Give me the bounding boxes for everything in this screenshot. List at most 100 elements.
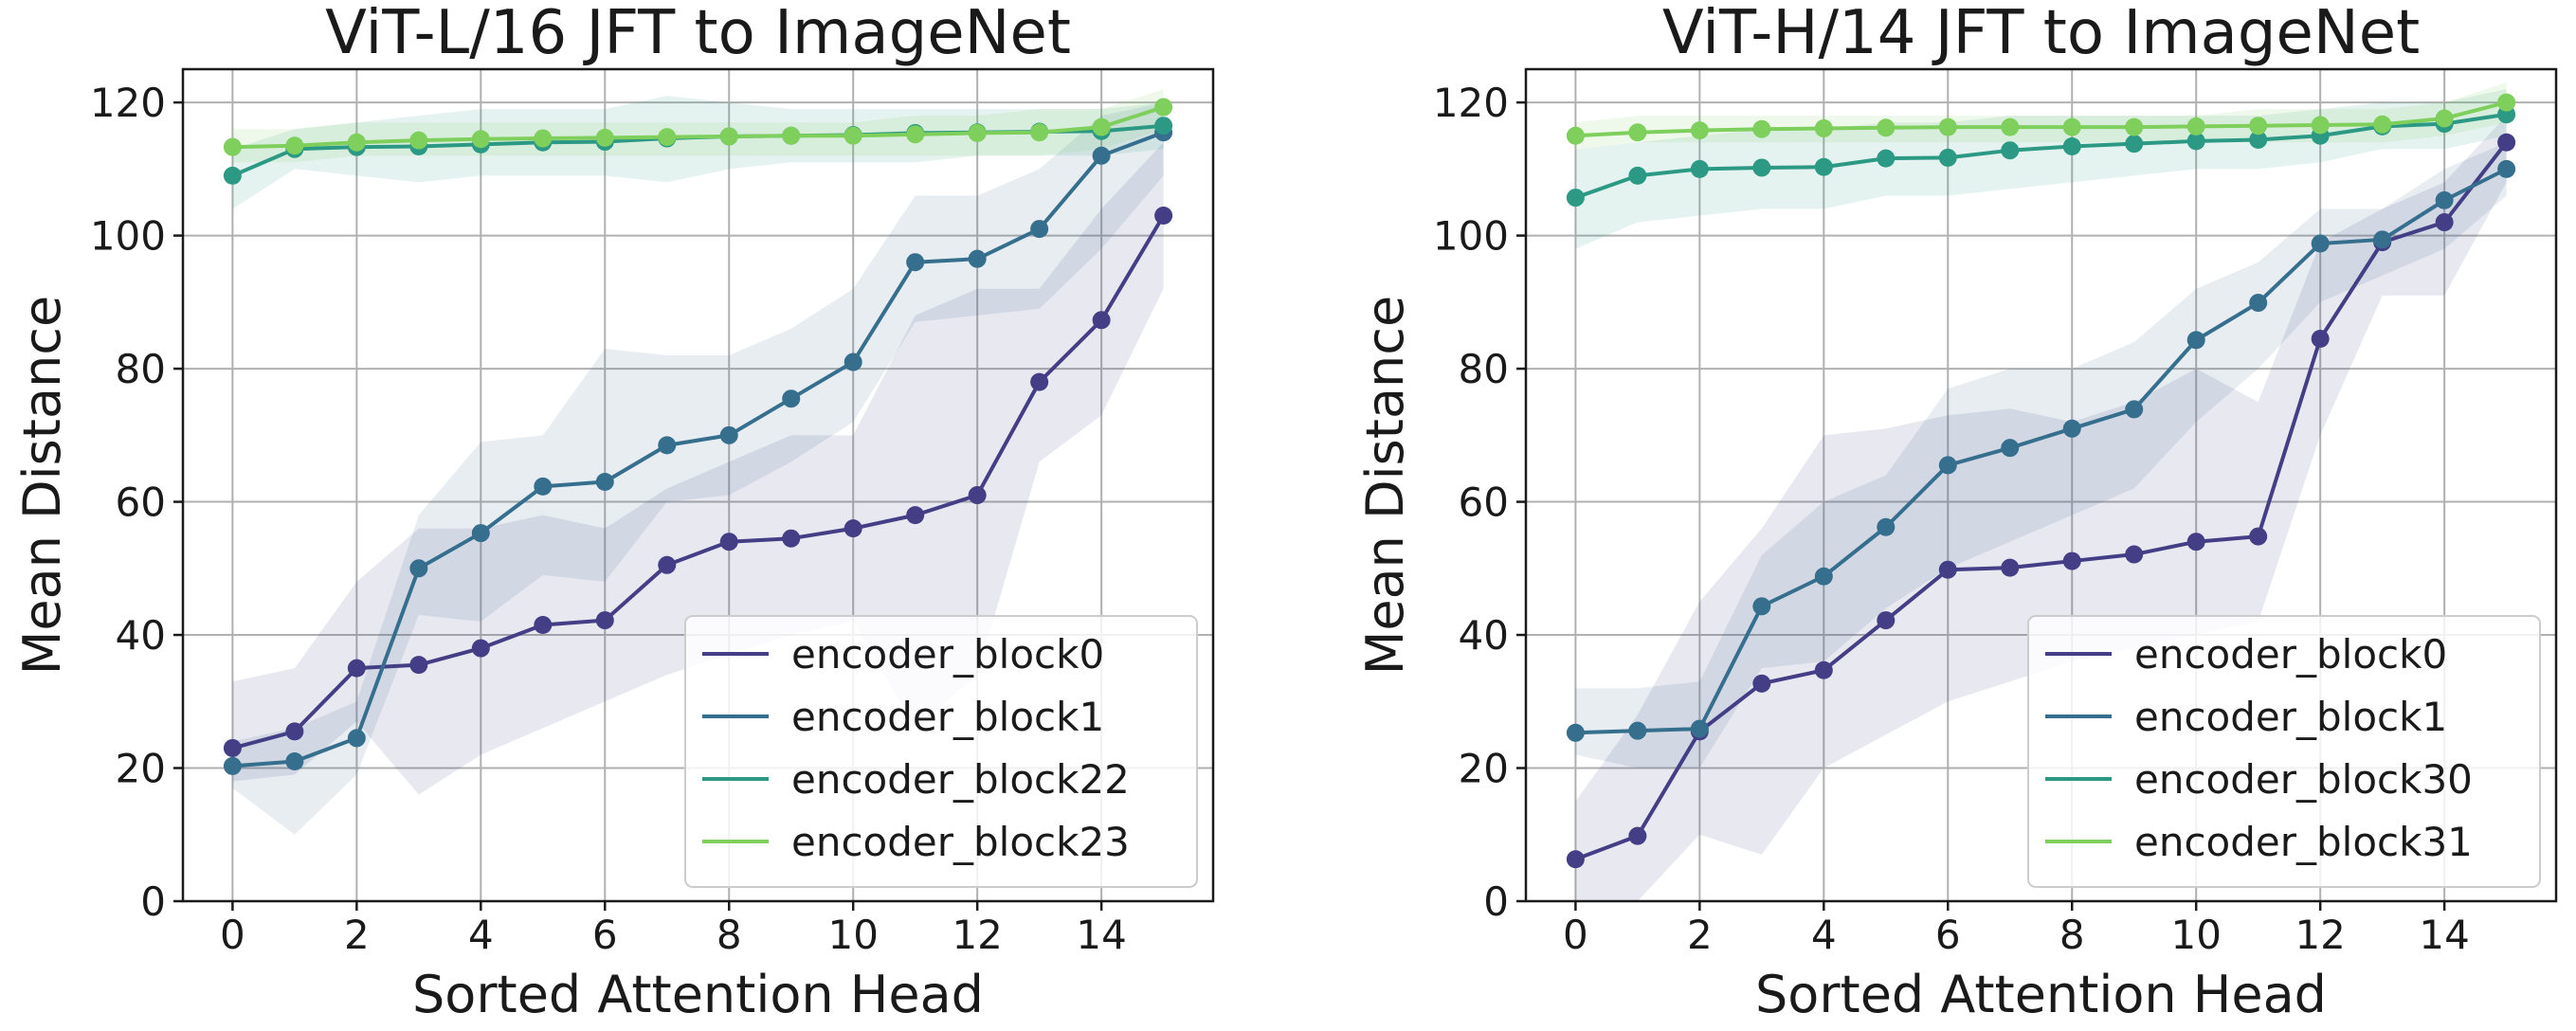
- data-point-encoder_block31: [1752, 119, 1771, 138]
- chart-left: 0 2 4 6 8 10 12 14 0 20 40 60 80 100 120 ViT-L/16 JFT t…: [12, 0, 1215, 1024]
- data-point-encoder_block23: [471, 130, 490, 149]
- legend-box: [684, 615, 1198, 888]
- data-point-encoder_block1: [2001, 439, 2020, 458]
- data-point-encoder_block0: [471, 639, 490, 658]
- data-point-encoder_block1: [1566, 723, 1585, 742]
- data-point-encoder_block1: [1030, 220, 1049, 239]
- data-point-encoder_block31: [1628, 123, 1647, 142]
- data-point-encoder_block0: [2249, 527, 2268, 546]
- data-point-encoder_block0: [1628, 826, 1647, 845]
- x-tick-label: 14: [2419, 912, 2469, 958]
- data-point-encoder_block23: [906, 125, 925, 144]
- data-point-encoder_block0: [2001, 558, 2020, 577]
- x-tick-label: 6: [592, 912, 618, 958]
- x-tick-label: 2: [344, 912, 370, 958]
- data-point-encoder_block0: [1030, 372, 1049, 391]
- data-point-encoder_block30: [2186, 132, 2205, 151]
- data-point-encoder_block0: [782, 529, 801, 548]
- data-point-encoder_block1: [1814, 567, 1833, 586]
- y-tick-label: 100: [1433, 213, 1509, 260]
- data-point-encoder_block31: [1938, 118, 1957, 136]
- y-tick-label: 60: [1459, 479, 1509, 526]
- series-line-encoder_block31: [1575, 100, 2508, 138]
- plot-frame: [181, 67, 1215, 903]
- data-point-encoder_block0: [1092, 311, 1111, 330]
- data-point-encoder_block31: [2125, 118, 2144, 136]
- legend-box: [2027, 615, 2541, 888]
- x-axis-label: Sorted Attention Head: [1755, 965, 2327, 1024]
- data-point-encoder_block31: [1566, 126, 1585, 145]
- x-tick-label: 10: [827, 912, 878, 958]
- band-encoder_block1: [232, 102, 1164, 835]
- legend-label-encoder_block22: encoder_block22: [791, 756, 1130, 803]
- data-point-encoder_block30: [1814, 157, 1833, 176]
- chart-right: 0 2 4 6 8 10 12 14 0 20 40 60 80 100 120 ViT-H/14 JFT t…: [1355, 0, 2558, 1024]
- data-point-encoder_block30: [2249, 130, 2268, 149]
- data-point-encoder_block1: [2497, 159, 2516, 178]
- x-tick-label: 0: [1563, 912, 1588, 958]
- chart-title: ViT-L/16 JFT to ImageNet: [325, 0, 1071, 68]
- data-point-encoder_block30: [2001, 141, 2020, 160]
- band-encoder_block31: [1575, 82, 2507, 150]
- data-point-encoder_block1: [2373, 230, 2392, 249]
- data-point-encoder_block31: [2249, 117, 2268, 136]
- data-point-encoder_block0: [968, 486, 987, 505]
- y-tick-label: 80: [1459, 346, 1509, 392]
- data-point-encoder_block1: [844, 353, 862, 371]
- data-point-encoder_block1: [534, 477, 553, 496]
- legend: encoder_block0 encoder_block1 encoder_bloc…: [2027, 615, 2541, 888]
- data-point-encoder_block0: [285, 722, 304, 741]
- legend-label-encoder_block1: encoder_block1: [791, 694, 1104, 740]
- y-axis-label: Mean Distance: [1355, 296, 1415, 675]
- x-tick-label: 14: [1076, 912, 1126, 958]
- y-tick-label: 0: [140, 878, 166, 925]
- data-point-encoder_block0: [719, 533, 738, 552]
- data-point-encoder_block23: [285, 136, 304, 155]
- x-tick-label: 4: [468, 912, 494, 958]
- legend-label-encoder_block31: encoder_block31: [2134, 819, 2473, 865]
- x-tick-label: 6: [1935, 912, 1961, 958]
- data-point-encoder_block1: [409, 559, 428, 578]
- legend-label-encoder_block30: encoder_block30: [2134, 756, 2473, 803]
- data-point-encoder_block31: [2311, 116, 2330, 135]
- data-point-encoder_block0: [2497, 133, 2516, 152]
- data-point-encoder_block1: [595, 472, 614, 491]
- data-point-encoder_block1: [906, 253, 925, 272]
- data-point-encoder_block0: [658, 555, 677, 574]
- data-point-encoder_block23: [658, 128, 677, 147]
- data-point-encoder_block23: [409, 131, 428, 150]
- data-point-encoder_block30: [2125, 135, 2144, 154]
- data-point-encoder_block0: [1877, 611, 1896, 630]
- data-point-encoder_block1: [658, 436, 677, 455]
- data-point-encoder_block30: [1628, 166, 1647, 185]
- band-encoder_block22: [232, 96, 1164, 209]
- data-point-encoder_block23: [534, 129, 553, 148]
- data-point-encoder_block23: [223, 137, 242, 156]
- data-point-encoder_block1: [2062, 419, 2081, 438]
- data-point-encoder_block0: [2125, 545, 2144, 564]
- data-point-encoder_block30: [1752, 158, 1771, 177]
- data-point-encoder_block1: [2249, 294, 2268, 313]
- data-point-encoder_block1: [968, 249, 987, 268]
- data-point-encoder_block31: [1690, 121, 1709, 140]
- data-point-encoder_block30: [1938, 148, 1957, 167]
- x-tick-label: 12: [952, 912, 1002, 958]
- data-point-encoder_block1: [1752, 597, 1771, 616]
- data-point-encoder_block0: [1752, 674, 1771, 693]
- data-point-encoder_block0: [1154, 207, 1173, 226]
- data-point-encoder_block22: [1154, 117, 1173, 136]
- legend-label-encoder_block0: encoder_block0: [791, 631, 1104, 678]
- data-point-encoder_block1: [2186, 331, 2205, 350]
- data-point-encoder_block1: [1938, 456, 1957, 475]
- series-line-encoder_block30: [1574, 112, 2507, 200]
- data-point-encoder_block1: [2311, 234, 2330, 253]
- x-tick-label: 2: [1687, 912, 1713, 958]
- data-point-encoder_block0: [1938, 560, 1957, 579]
- data-point-encoder_block31: [2497, 93, 2516, 112]
- plot-frame: [1524, 67, 2558, 903]
- data-point-encoder_block1: [1877, 517, 1896, 536]
- chart-title: ViT-H/14 JFT to ImageNet: [1662, 0, 2420, 68]
- data-point-encoder_block1: [1690, 719, 1709, 738]
- x-tick-label: 0: [220, 912, 245, 958]
- data-point-encoder_block0: [347, 659, 366, 678]
